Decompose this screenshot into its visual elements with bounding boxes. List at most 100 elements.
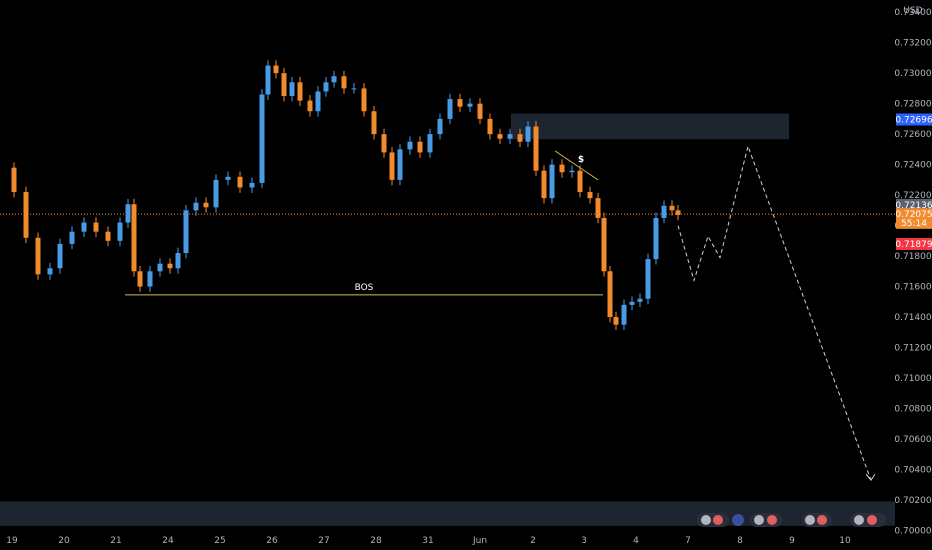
candle-body — [167, 263, 173, 269]
candle-body — [93, 222, 99, 232]
liquidity-label: $ — [578, 155, 584, 165]
candle-body — [351, 88, 357, 90]
candle-body — [281, 73, 287, 97]
candle-body — [35, 237, 41, 275]
candle-body — [669, 205, 675, 211]
flag-icon — [817, 515, 827, 525]
demand-zone[interactable] — [0, 501, 895, 526]
candle-body — [341, 76, 347, 89]
candle-body — [507, 134, 513, 139]
toolbar-icons[interactable] — [697, 513, 886, 527]
price-tick-label: 0.72800 — [894, 100, 931, 110]
price-tick-label: 0.73400 — [894, 8, 931, 18]
candle-body — [131, 204, 137, 272]
candle-body — [23, 192, 29, 238]
candle-body — [125, 204, 131, 223]
time-tick-label: 2 — [530, 536, 536, 546]
candle-body — [407, 141, 413, 150]
candle-body — [11, 167, 17, 193]
candle-body — [569, 170, 575, 173]
candle-body — [361, 88, 367, 112]
candle-body — [265, 65, 271, 95]
bos-label: BOS — [355, 283, 374, 293]
candle-body — [203, 202, 209, 208]
time-tick-label: 24 — [162, 536, 174, 546]
candle-body — [137, 271, 143, 287]
candle-body — [225, 176, 231, 180]
candle-body — [249, 182, 255, 188]
candle-body — [427, 134, 433, 153]
liquidity-trendline[interactable] — [554, 150, 599, 181]
time-tick-label: 25 — [214, 536, 225, 546]
candle-body — [259, 94, 265, 183]
flag-icon — [754, 515, 764, 525]
candle-body — [559, 164, 565, 173]
event-dot-icon[interactable] — [732, 514, 744, 526]
price-tick-label: 0.72200 — [894, 191, 931, 201]
projection-path[interactable] — [677, 144, 872, 481]
candle-body — [629, 301, 635, 305]
candle-body — [417, 141, 423, 153]
candle-body — [105, 231, 111, 241]
supply-zone[interactable] — [511, 113, 789, 140]
flag-icon — [867, 515, 877, 525]
candle-body — [371, 111, 377, 135]
time-tick-label: 4 — [633, 536, 639, 546]
price-tick-label: 0.70400 — [894, 465, 931, 475]
flag-icon — [701, 515, 711, 525]
candle-body — [157, 263, 163, 272]
time-tick-label: 21 — [110, 536, 121, 546]
price-tag-label: 0.72136 — [895, 201, 932, 211]
time-tick-label: 3 — [581, 536, 587, 546]
price-tick-label: 0.71000 — [894, 374, 931, 384]
price-tick-label: 0.71200 — [894, 344, 931, 354]
candle-body — [315, 91, 321, 112]
price-tag-label: 0.71879 — [895, 240, 932, 250]
candle-body — [117, 222, 123, 241]
candle-body — [637, 298, 643, 302]
price-tag — [896, 113, 932, 126]
time-tick-label: 8 — [737, 536, 743, 546]
flag-icon — [767, 515, 777, 525]
candle-body — [613, 317, 619, 325]
candle-body — [323, 82, 329, 92]
price-tick-label: 0.71600 — [894, 283, 931, 293]
candle-body — [601, 217, 607, 272]
time-tick-label: 28 — [370, 536, 382, 546]
time-tick-label: 20 — [58, 536, 70, 546]
candle-body — [183, 210, 189, 254]
time-tick-label: 10 — [839, 536, 851, 546]
price-tag-label: 0.72696 — [895, 115, 932, 125]
time-tick-label: 26 — [266, 536, 278, 546]
price-tag-label: 0.72075 — [895, 210, 932, 220]
time-tick-label: 7 — [685, 536, 691, 546]
candle-body — [57, 243, 63, 269]
candle-body — [607, 271, 613, 318]
price-tag — [896, 238, 932, 251]
price-tick-label: 0.72600 — [894, 130, 931, 140]
candle-body — [595, 198, 601, 218]
candle-body — [381, 134, 387, 153]
time-axis[interactable]: 19 20 21 24 25 26 27 28 31 Jun 2 3 4 7 8 9 10 — [6, 536, 851, 546]
candle-body — [621, 304, 627, 325]
candle-body — [675, 210, 681, 215]
flag-icon — [713, 515, 723, 525]
price-tick-label: 0.73200 — [894, 39, 931, 49]
candle-body — [389, 152, 395, 180]
candle-body — [289, 82, 295, 97]
candle-body — [577, 170, 583, 193]
candle-body — [533, 126, 539, 171]
candle-body — [175, 253, 181, 269]
time-tick-label: 31 — [422, 536, 433, 546]
price-tick-label: 0.70800 — [894, 404, 931, 414]
candle-body — [331, 76, 337, 83]
flag-icon — [854, 515, 864, 525]
candle-body — [541, 170, 547, 199]
candle-body — [587, 192, 593, 199]
candle-body — [661, 205, 667, 218]
price-axis[interactable]: 0.73400 0.73200 0.73000 0.72800 0.72600 0.724… — [894, 8, 931, 536]
candle-body — [147, 271, 153, 287]
candle-body — [437, 118, 443, 135]
